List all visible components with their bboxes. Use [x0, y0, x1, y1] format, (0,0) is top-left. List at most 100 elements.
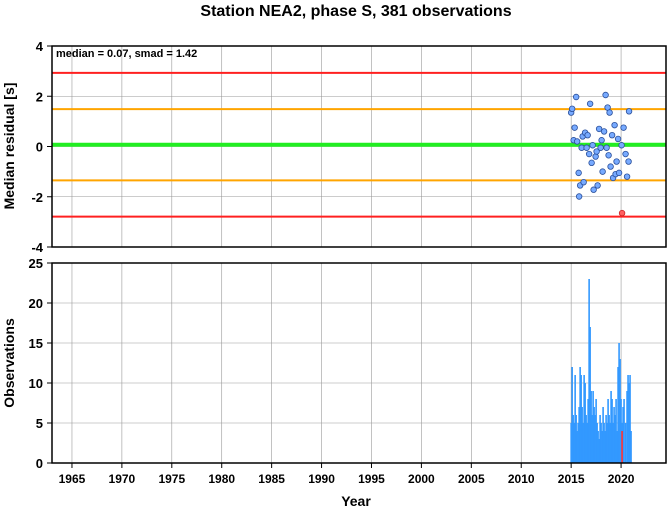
- residual-point: [597, 144, 604, 151]
- residual-y-tick-label: 0: [36, 140, 43, 155]
- residual-y-tick-label: -4: [31, 240, 43, 255]
- residual-point: [575, 193, 583, 200]
- observation-bar: [608, 415, 610, 463]
- residual-points: [567, 91, 633, 217]
- residual-point: [623, 173, 631, 180]
- observation-bar: [628, 383, 630, 463]
- observation-bar: [593, 407, 595, 463]
- residual-point: [600, 128, 608, 135]
- residual-point: [588, 159, 595, 167]
- observation-bar: [576, 431, 578, 463]
- observation-bar: [577, 423, 579, 463]
- residual-point: [571, 124, 578, 131]
- observation-bar: [589, 327, 591, 463]
- observation-bar: [597, 431, 599, 463]
- residual-point: [586, 100, 594, 107]
- residual-panel: 4 2 0 -2 -4 median = 0.07, smad = 1.42 Media…: [1, 39, 667, 255]
- observation-bar: [591, 415, 593, 463]
- observations-y-tick-label: 25: [29, 256, 43, 271]
- year-tick-label: 1975: [158, 472, 185, 486]
- residual-point: [605, 152, 612, 159]
- observations-y-tick-label: 5: [36, 416, 43, 431]
- observation-bar: [599, 415, 601, 463]
- residual-point: [580, 178, 587, 186]
- residual-point: [602, 91, 609, 99]
- observation-bar: [612, 423, 614, 463]
- year-tick-label: 1985: [258, 472, 285, 486]
- residual-point: [575, 169, 582, 177]
- observation-bar: [573, 423, 575, 463]
- observation-bar: [622, 407, 624, 463]
- observation-bar: [603, 423, 605, 463]
- observation-bar: [601, 431, 603, 463]
- observation-bar: [620, 399, 622, 463]
- observation-bar: [602, 407, 604, 463]
- observation-bar: [619, 359, 621, 463]
- observation-bar: [595, 399, 597, 463]
- observation-bar: [571, 367, 573, 463]
- residual-point: [590, 186, 597, 193]
- observations-y-tick-label: 0: [36, 456, 43, 471]
- residual-y-tick-label: 2: [36, 89, 43, 104]
- observations-y-tick-label: 10: [29, 376, 43, 391]
- year-tick-label: 2015: [558, 472, 585, 486]
- year-tick-label: 2010: [508, 472, 535, 486]
- residual-point: [583, 144, 590, 151]
- observation-bar: [590, 391, 592, 463]
- observation-bar: [609, 423, 611, 463]
- residual-point: [594, 182, 601, 189]
- residual-point: [614, 135, 622, 143]
- observations-y-axis-label: Observations: [1, 318, 17, 408]
- observation-bar: [611, 399, 613, 463]
- observations-plot-area: [52, 263, 666, 463]
- residual-point: [622, 150, 629, 158]
- observation-bar: [623, 399, 625, 463]
- observation-bar: [605, 415, 607, 463]
- residual-point: [599, 168, 606, 175]
- residual-point: [595, 125, 603, 133]
- observations-plot-frame: [51, 262, 667, 464]
- residual-outlier-point: [618, 209, 626, 217]
- residual-point: [620, 124, 627, 131]
- observation-bar: [581, 407, 583, 463]
- residual-point: [608, 131, 616, 139]
- residual-point: [593, 148, 600, 155]
- residual-y-axis-label: Median residual [s]: [1, 83, 17, 210]
- residual-point: [598, 137, 605, 144]
- observation-bar: [588, 279, 590, 463]
- observation-bar: [584, 383, 586, 463]
- observation-bar: [613, 407, 615, 463]
- observation-bar: [574, 375, 576, 463]
- observation-bar: [610, 391, 612, 463]
- residual-point: [592, 153, 599, 160]
- residual-point: [568, 105, 576, 113]
- year-x-ticks: 1965 1970 1975 1980 1985 1990 1995 2000 2005 2010…: [59, 463, 635, 486]
- year-tick-label: 1980: [208, 472, 235, 486]
- residual-point: [573, 138, 581, 145]
- observation-bar: [617, 367, 619, 463]
- residual-point: [625, 158, 632, 165]
- observation-bar: [583, 375, 585, 463]
- observation-bar: [626, 391, 628, 463]
- residual-annotation: median = 0.07, smad = 1.42: [56, 48, 197, 60]
- residual-point: [603, 144, 610, 151]
- residual-point: [615, 169, 623, 177]
- observation-bar: [629, 375, 631, 463]
- residual-point: [611, 121, 618, 129]
- observation-bar: [592, 391, 594, 463]
- residual-point: [585, 150, 593, 158]
- observation-bar: [585, 415, 587, 463]
- year-tick-label: 1995: [358, 472, 385, 486]
- observation-bar: [604, 431, 606, 463]
- year-tick-label: 1970: [109, 472, 136, 486]
- observation-bar: [606, 423, 608, 463]
- residual-point: [606, 109, 613, 116]
- residual-point: [589, 142, 596, 149]
- residual-reference-lines: [52, 71, 666, 218]
- residual-y-tick-label: -2: [31, 190, 43, 205]
- residual-point: [572, 93, 580, 101]
- observation-bar: [627, 375, 629, 463]
- observation-bar: [582, 423, 584, 463]
- observation-bar: [587, 399, 589, 463]
